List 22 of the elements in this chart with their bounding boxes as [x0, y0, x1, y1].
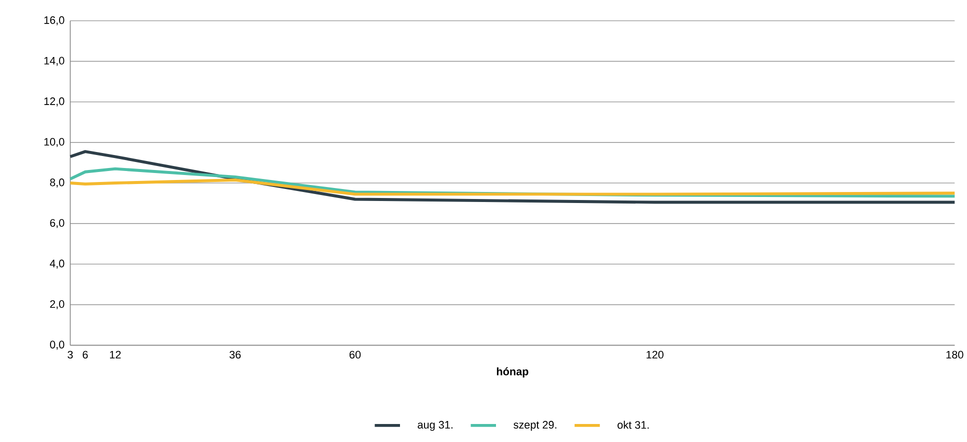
legend-label: aug 31. — [418, 420, 452, 431]
y-tick-label: 0,0 — [50, 340, 64, 350]
y-tick-label: 8,0 — [50, 178, 64, 188]
x-tick-label: 3 — [68, 350, 73, 358]
x-tick-label: 60 — [350, 350, 361, 358]
x-tick-label: 12 — [110, 350, 121, 358]
x-axis-title: hónap — [496, 367, 528, 378]
line-series — [68, 178, 956, 196]
x-tick-label: 36 — [230, 350, 241, 358]
line-series — [68, 150, 956, 204]
y-tick-label: 14,0 — [44, 56, 64, 66]
x-tick-label: 6 — [82, 350, 88, 358]
legend-label: okt 31. — [618, 420, 649, 429]
y-tick-label: 16,0 — [44, 16, 64, 26]
y-tick-label: 4,0 — [50, 260, 64, 269]
legend-label: szept 29. — [514, 420, 556, 431]
x-tick-label: 180 — [946, 350, 964, 358]
y-tick-label: 6,0 — [50, 219, 64, 228]
y-tick-label: 2,0 — [50, 300, 64, 310]
y-tick-label: 12,0 — [44, 97, 64, 106]
y-tick-label: 10,0 — [44, 138, 64, 147]
x-tick-label: 120 — [646, 350, 664, 358]
